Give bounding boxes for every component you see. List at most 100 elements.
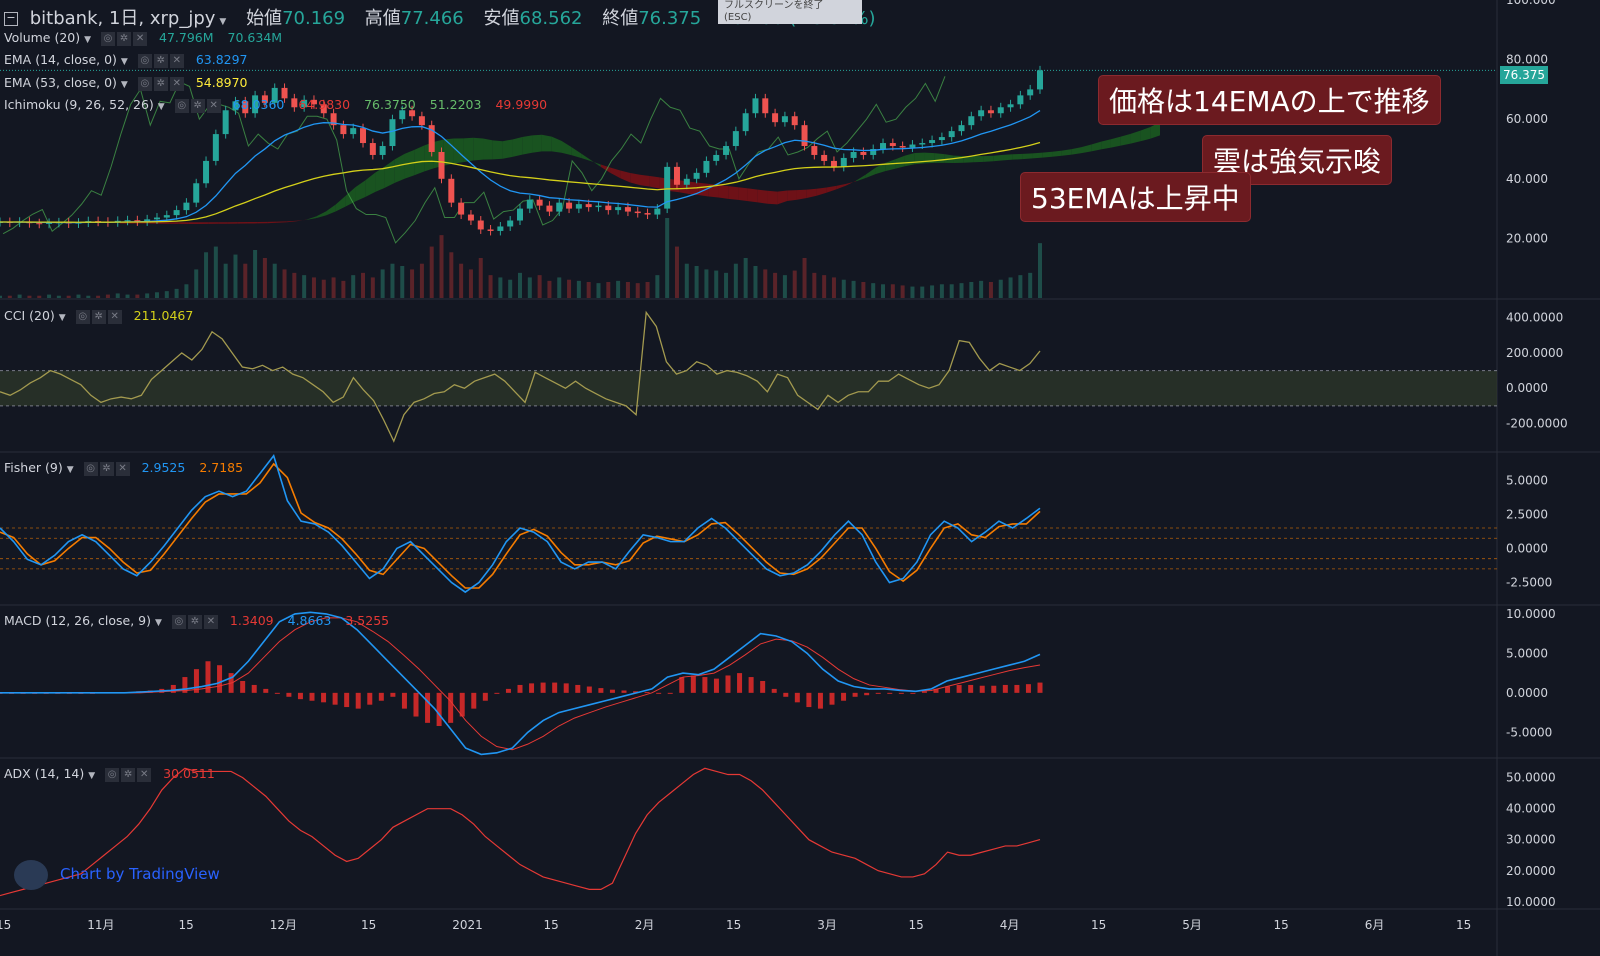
eye-icon[interactable]: ◎ bbox=[171, 614, 186, 629]
candle-body bbox=[938, 137, 945, 141]
candle-body bbox=[477, 220, 484, 230]
gear-icon[interactable]: ✲ bbox=[91, 309, 106, 324]
gear-icon[interactable]: ✲ bbox=[153, 53, 168, 68]
eye-icon[interactable]: ◎ bbox=[105, 767, 120, 782]
symbol-title[interactable]: bitbank, 1日, xrp_jpy bbox=[29, 8, 216, 29]
ichimoku-cloud-segment bbox=[610, 167, 621, 179]
legend-ema53-name[interactable]: EMA (53, close, 0) bbox=[4, 75, 117, 90]
legend-fisher[interactable]: Fisher (9) ▼ ◎ ✲ ✕ 2.9525 2.7185 bbox=[4, 460, 253, 476]
close-icon[interactable]: ✕ bbox=[137, 767, 152, 782]
annotation-ema53-rising[interactable]: 53EMAは上昇中 bbox=[1020, 172, 1251, 222]
close-icon[interactable]: ✕ bbox=[203, 614, 218, 629]
volume-bar bbox=[311, 277, 316, 298]
ichimoku-cloud-segment bbox=[178, 222, 189, 224]
last-price-badge: 76.375 bbox=[1500, 66, 1548, 84]
tradingview-branding[interactable]: Chart by TradingView bbox=[60, 865, 220, 883]
close-icon[interactable]: ✕ bbox=[206, 98, 221, 113]
legend-fisher-name[interactable]: Fisher (9) bbox=[4, 460, 63, 475]
macd-histogram-bar bbox=[586, 686, 592, 693]
chevron-down-icon[interactable]: ▼ bbox=[155, 618, 162, 628]
chevron-down-icon[interactable]: ▼ bbox=[120, 80, 128, 90]
close-icon[interactable]: ✕ bbox=[107, 309, 122, 324]
legend-ichimoku-name[interactable]: Ichimoku (9, 26, 52, 26) bbox=[4, 97, 154, 112]
annotation-cloud-bullish[interactable]: 雲は強気示唆 bbox=[1202, 135, 1393, 185]
macd-histogram-bar bbox=[401, 692, 407, 709]
close-icon[interactable]: ✕ bbox=[169, 53, 184, 68]
chevron-down-icon[interactable]: ▼ bbox=[120, 57, 128, 67]
candle-body bbox=[389, 119, 396, 147]
candle-body bbox=[683, 178, 690, 185]
volume-bar bbox=[831, 277, 836, 298]
ichimoku-cloud-segment bbox=[453, 138, 464, 164]
open-value: 70.169 bbox=[282, 8, 346, 29]
macd-histogram-bar bbox=[991, 685, 997, 693]
close-icon[interactable]: ✕ bbox=[169, 76, 184, 91]
ichimoku-cloud-segment bbox=[384, 159, 395, 188]
ichimoku-cloud-segment bbox=[620, 170, 631, 183]
gear-icon[interactable]: ✲ bbox=[117, 31, 132, 46]
candle-body bbox=[291, 98, 298, 108]
legend-adx-name[interactable]: ADX (14, 14) bbox=[4, 766, 85, 781]
candle-body bbox=[664, 166, 671, 209]
candle-body bbox=[350, 128, 357, 135]
macd-histogram-bar bbox=[425, 692, 431, 723]
candle-body bbox=[919, 143, 926, 145]
ichimoku-cloud-segment bbox=[895, 155, 905, 169]
ichimoku-cloud-segment bbox=[404, 149, 415, 179]
legend-adx[interactable]: ADX (14, 14) ▼ ◎ ✲ ✕ 30.0511 bbox=[4, 766, 225, 782]
candle-body bbox=[360, 128, 367, 144]
chevron-down-icon[interactable]: ▼ bbox=[157, 102, 165, 112]
chevron-down-icon[interactable]: ▼ bbox=[58, 313, 66, 323]
annotation-price-above-ema14[interactable]: 価格は14EMAの上で推移 bbox=[1098, 75, 1441, 125]
eye-icon[interactable]: ◎ bbox=[137, 76, 152, 91]
eye-icon[interactable]: ◎ bbox=[137, 53, 152, 68]
gear-icon[interactable]: ✲ bbox=[187, 614, 202, 629]
candle-body bbox=[301, 99, 308, 108]
chevron-down-icon[interactable]: ▼ bbox=[219, 17, 227, 27]
eye-icon[interactable]: ◎ bbox=[101, 31, 116, 46]
legend-ema14[interactable]: EMA (14, close, 0) ▼ ◎ ✲ ✕ 63.8297 bbox=[4, 52, 258, 68]
minus-square-icon[interactable]: − bbox=[4, 12, 18, 26]
eye-icon[interactable]: ◎ bbox=[83, 461, 98, 476]
volume-bar bbox=[792, 270, 797, 298]
volume-bar bbox=[724, 272, 729, 298]
legend-ema14-name[interactable]: EMA (14, close, 0) bbox=[4, 52, 117, 67]
close-icon[interactable]: ✕ bbox=[115, 461, 130, 476]
eye-icon[interactable]: ◎ bbox=[75, 309, 90, 324]
macd-histogram-bar bbox=[725, 675, 731, 693]
candle-body bbox=[310, 99, 317, 105]
x-tick: 15 bbox=[1091, 918, 1106, 932]
gear-icon[interactable]: ✲ bbox=[99, 461, 114, 476]
chevron-down-icon[interactable]: ▼ bbox=[66, 465, 74, 475]
chevron-down-icon[interactable]: ▼ bbox=[88, 771, 96, 781]
legend-volume-name[interactable]: Volume (20) bbox=[4, 30, 81, 45]
legend-macd[interactable]: MACD (12, 26, close, 9) ▼ ◎ ✲ ✕ 1.3409 4.86… bbox=[4, 613, 399, 629]
macd-histogram-bar bbox=[1037, 682, 1043, 693]
volume-bar bbox=[782, 275, 787, 298]
volume-bar bbox=[733, 263, 738, 298]
volume-bar bbox=[37, 295, 42, 298]
gear-icon[interactable]: ✲ bbox=[153, 76, 168, 91]
tradingview-logo-icon[interactable] bbox=[14, 860, 48, 890]
gear-icon[interactable]: ✲ bbox=[190, 98, 205, 113]
gear-icon[interactable]: ✲ bbox=[121, 767, 136, 782]
fisher-y-tick: 2.5000 bbox=[1506, 507, 1548, 521]
legend-ichimoku-v2: 64.9830 bbox=[298, 97, 351, 112]
close-icon[interactable]: ✕ bbox=[133, 31, 148, 46]
candle-body bbox=[330, 113, 337, 126]
candle-body bbox=[566, 202, 573, 209]
volume-bar bbox=[17, 294, 22, 298]
ichimoku-cloud-segment bbox=[846, 180, 856, 186]
open-label: 始値 bbox=[246, 8, 283, 29]
macd-histogram-bar bbox=[621, 690, 627, 693]
eye-icon[interactable]: ◎ bbox=[174, 98, 189, 113]
legend-volume[interactable]: Volume (20) ▼ ◎ ✲ ✕ 47.796M 70.634M bbox=[4, 30, 292, 46]
legend-cci-name[interactable]: CCI (20) bbox=[4, 308, 55, 323]
legend-macd-name[interactable]: MACD (12, 26, close, 9) bbox=[4, 613, 151, 628]
high-label: 高値 bbox=[364, 8, 401, 29]
legend-ema53[interactable]: EMA (53, close, 0) ▼ ◎ ✲ ✕ 54.8970 bbox=[4, 75, 258, 91]
legend-cci[interactable]: CCI (20) ▼ ◎ ✲ ✕ 211.0467 bbox=[4, 308, 203, 324]
legend-ichimoku[interactable]: Ichimoku (9, 26, 52, 26) ▼ ◎ ✲ ✕ 68.0360 64… bbox=[4, 97, 557, 113]
chevron-down-icon[interactable]: ▼ bbox=[84, 35, 92, 45]
